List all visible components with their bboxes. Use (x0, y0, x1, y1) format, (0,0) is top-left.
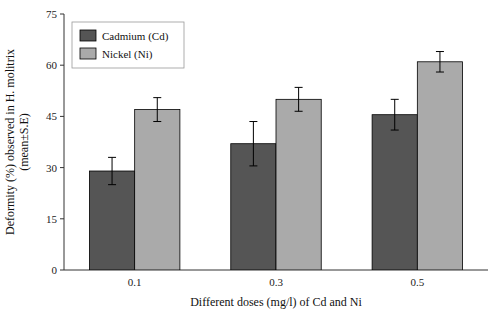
error-stem (253, 122, 254, 166)
y-tick (60, 65, 64, 66)
bars (89, 52, 462, 270)
error-bar (391, 99, 399, 130)
error-bar (436, 52, 444, 72)
error-cap (391, 130, 399, 131)
error-cap (153, 121, 161, 122)
chart-container: 0 15 30 45 60 75 0.1 0.3 0.5 Different doses (mg/… (0, 0, 500, 314)
x-tick-label: 0.3 (269, 276, 283, 288)
bar (372, 115, 417, 270)
bar (276, 99, 321, 270)
error-cap (153, 97, 161, 98)
chart-svg: 0 15 30 45 60 75 0.1 0.3 0.5 Different doses (mg/… (0, 0, 500, 314)
y-tick-label: 75 (46, 8, 58, 20)
legend-swatch (80, 30, 96, 41)
error-stem (157, 98, 158, 122)
y-axis-label-line: Deformity (%) observed in H. molitrix (3, 49, 17, 235)
legend-label: Nickel (Ni) (102, 48, 153, 61)
error-bar (153, 98, 161, 122)
y-tick-label: 45 (46, 110, 58, 122)
y-tick (60, 14, 64, 15)
x-tick-label: 0.5 (410, 276, 424, 288)
bar (89, 171, 134, 270)
error-cap (108, 157, 116, 158)
axes: 0 15 30 45 60 75 0.1 0.3 0.5 (46, 8, 488, 288)
error-cap (249, 121, 257, 122)
y-tick (60, 270, 64, 271)
error-bar (108, 157, 116, 184)
error-stem (394, 99, 395, 130)
legend-box (72, 22, 184, 68)
legend-swatch (80, 48, 96, 59)
error-cap (295, 87, 303, 88)
legend: Cadmium (Cd) Nickel (Ni) (72, 22, 184, 68)
bar (417, 62, 462, 270)
y-tick (60, 167, 64, 168)
y-tick-label: 0 (52, 264, 58, 276)
y-axis-label-line: (mean±S.E) (17, 113, 31, 171)
error-stem (298, 87, 299, 111)
error-cap (108, 184, 116, 185)
error-cap (391, 99, 399, 100)
x-axis-label: Different doses (mg/l) of Cd and Ni (190, 295, 362, 309)
y-tick-label: 15 (46, 213, 58, 225)
bar (135, 110, 180, 270)
error-cap (249, 165, 257, 166)
error-stem (112, 157, 113, 184)
y-tick (60, 116, 64, 117)
error-cap (436, 72, 444, 73)
error-bar (249, 122, 257, 166)
error-stem (439, 52, 440, 72)
y-axis-line (64, 14, 65, 270)
error-cap (436, 51, 444, 52)
y-tick-label: 30 (46, 162, 58, 174)
y-tick (60, 218, 64, 219)
y-tick-label: 60 (46, 59, 58, 71)
y-axis-label: Deformity (%) observed in H. molitrix(me… (3, 49, 31, 235)
legend-label: Cadmium (Cd) (102, 30, 169, 43)
error-cap (295, 111, 303, 112)
error-bar (295, 87, 303, 111)
x-tick-label: 0.1 (128, 276, 142, 288)
